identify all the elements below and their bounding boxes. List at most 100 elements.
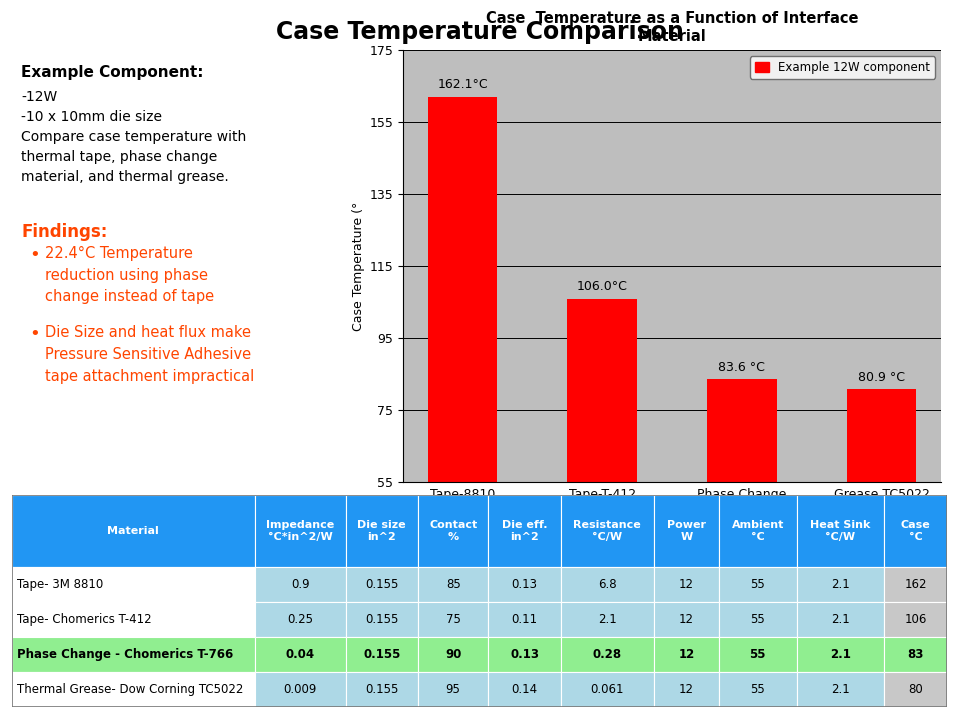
FancyBboxPatch shape xyxy=(489,602,561,637)
FancyBboxPatch shape xyxy=(489,495,561,567)
FancyBboxPatch shape xyxy=(12,602,254,637)
Text: 22.4°C Temperature
reduction using phase
change instead of tape: 22.4°C Temperature reduction using phase… xyxy=(45,246,214,305)
Text: 6.8: 6.8 xyxy=(598,578,616,591)
Bar xyxy=(427,97,497,680)
Title: Case  Temperature as a Function of Interface
Material: Case Temperature as a Function of Interf… xyxy=(486,12,858,44)
FancyBboxPatch shape xyxy=(346,637,418,672)
Text: Ambient
°C: Ambient °C xyxy=(732,520,784,541)
FancyBboxPatch shape xyxy=(654,637,719,672)
Text: 2.1: 2.1 xyxy=(831,578,850,591)
FancyBboxPatch shape xyxy=(654,567,719,602)
FancyBboxPatch shape xyxy=(884,602,947,637)
Text: 0.155: 0.155 xyxy=(365,578,398,591)
Text: 80: 80 xyxy=(908,683,923,696)
Text: Die eff.
in^2: Die eff. in^2 xyxy=(502,520,547,541)
FancyBboxPatch shape xyxy=(797,602,884,637)
Text: 2.1: 2.1 xyxy=(598,613,616,626)
Text: 2.1: 2.1 xyxy=(831,613,850,626)
FancyBboxPatch shape xyxy=(346,567,418,602)
FancyBboxPatch shape xyxy=(418,602,489,637)
FancyBboxPatch shape xyxy=(719,672,797,707)
FancyBboxPatch shape xyxy=(418,567,489,602)
FancyBboxPatch shape xyxy=(561,495,654,567)
FancyBboxPatch shape xyxy=(561,567,654,602)
Text: Heat Sink
°C/W: Heat Sink °C/W xyxy=(810,520,871,541)
Text: Case
°C: Case °C xyxy=(900,520,930,541)
FancyBboxPatch shape xyxy=(561,602,654,637)
Text: 55: 55 xyxy=(751,578,765,591)
FancyBboxPatch shape xyxy=(719,567,797,602)
Bar xyxy=(847,389,917,680)
FancyBboxPatch shape xyxy=(346,495,418,567)
Legend: Example 12W component: Example 12W component xyxy=(750,56,935,78)
FancyBboxPatch shape xyxy=(254,567,346,602)
Text: Tape- 3M 8810: Tape- 3M 8810 xyxy=(17,578,104,591)
Text: Example Component:: Example Component: xyxy=(21,65,204,80)
FancyBboxPatch shape xyxy=(719,495,797,567)
FancyBboxPatch shape xyxy=(418,672,489,707)
FancyBboxPatch shape xyxy=(254,637,346,672)
Text: Power
W: Power W xyxy=(667,520,706,541)
FancyBboxPatch shape xyxy=(12,672,254,707)
FancyBboxPatch shape xyxy=(884,567,947,602)
Text: 106.0°C: 106.0°C xyxy=(577,280,628,294)
Text: Findings:: Findings: xyxy=(21,223,108,241)
FancyBboxPatch shape xyxy=(719,637,797,672)
Text: 0.13: 0.13 xyxy=(512,578,538,591)
FancyBboxPatch shape xyxy=(719,602,797,637)
Text: 83: 83 xyxy=(907,648,924,661)
FancyBboxPatch shape xyxy=(418,637,489,672)
Text: Die size
in^2: Die size in^2 xyxy=(357,520,406,541)
Text: Contact
%: Contact % xyxy=(429,520,477,541)
Text: 80.9 °C: 80.9 °C xyxy=(858,371,905,384)
FancyBboxPatch shape xyxy=(561,637,654,672)
FancyBboxPatch shape xyxy=(346,672,418,707)
Text: 0.14: 0.14 xyxy=(512,683,538,696)
Text: 55: 55 xyxy=(751,613,765,626)
Text: Case Temperature Comparison: Case Temperature Comparison xyxy=(276,20,684,44)
FancyBboxPatch shape xyxy=(12,637,254,672)
Text: 0.9: 0.9 xyxy=(291,578,309,591)
FancyBboxPatch shape xyxy=(884,637,947,672)
FancyBboxPatch shape xyxy=(797,567,884,602)
Text: 83.6 °C: 83.6 °C xyxy=(718,361,765,374)
Text: 75: 75 xyxy=(445,613,461,626)
FancyBboxPatch shape xyxy=(12,567,254,602)
Text: 0.11: 0.11 xyxy=(512,613,538,626)
FancyBboxPatch shape xyxy=(797,495,884,567)
FancyBboxPatch shape xyxy=(654,672,719,707)
FancyBboxPatch shape xyxy=(654,602,719,637)
FancyBboxPatch shape xyxy=(12,495,254,567)
Text: •: • xyxy=(29,246,39,264)
Text: Impedance
°C*in^2/W: Impedance °C*in^2/W xyxy=(266,520,334,541)
Text: 2.1: 2.1 xyxy=(831,683,850,696)
Text: 2.1: 2.1 xyxy=(830,648,851,661)
Text: •: • xyxy=(29,325,39,343)
FancyBboxPatch shape xyxy=(418,495,489,567)
Text: 12: 12 xyxy=(679,578,694,591)
Text: 0.25: 0.25 xyxy=(287,613,313,626)
FancyBboxPatch shape xyxy=(489,672,561,707)
Bar xyxy=(707,379,777,680)
Y-axis label: Case Temperature (°: Case Temperature (° xyxy=(352,202,366,331)
Text: Thermal Grease- Dow Corning TC5022: Thermal Grease- Dow Corning TC5022 xyxy=(17,683,244,696)
Text: 55: 55 xyxy=(750,648,766,661)
FancyBboxPatch shape xyxy=(489,637,561,672)
Text: Die Size and heat flux make
Pressure Sensitive Adhesive
tape attachment impracti: Die Size and heat flux make Pressure Sen… xyxy=(45,325,254,384)
Text: 95: 95 xyxy=(445,683,461,696)
FancyBboxPatch shape xyxy=(561,672,654,707)
Text: 12: 12 xyxy=(679,613,694,626)
Text: 12: 12 xyxy=(679,648,694,661)
Text: Resistance
°C/W: Resistance °C/W xyxy=(573,520,641,541)
Text: 162: 162 xyxy=(904,578,926,591)
Text: 0.155: 0.155 xyxy=(365,683,398,696)
FancyBboxPatch shape xyxy=(346,602,418,637)
Text: 0.009: 0.009 xyxy=(283,683,317,696)
Text: 0.13: 0.13 xyxy=(510,648,540,661)
FancyBboxPatch shape xyxy=(797,672,884,707)
FancyBboxPatch shape xyxy=(884,495,947,567)
Text: Phase Change - Chomerics T-766: Phase Change - Chomerics T-766 xyxy=(17,648,233,661)
Text: 0.155: 0.155 xyxy=(365,613,398,626)
FancyBboxPatch shape xyxy=(884,672,947,707)
FancyBboxPatch shape xyxy=(254,602,346,637)
